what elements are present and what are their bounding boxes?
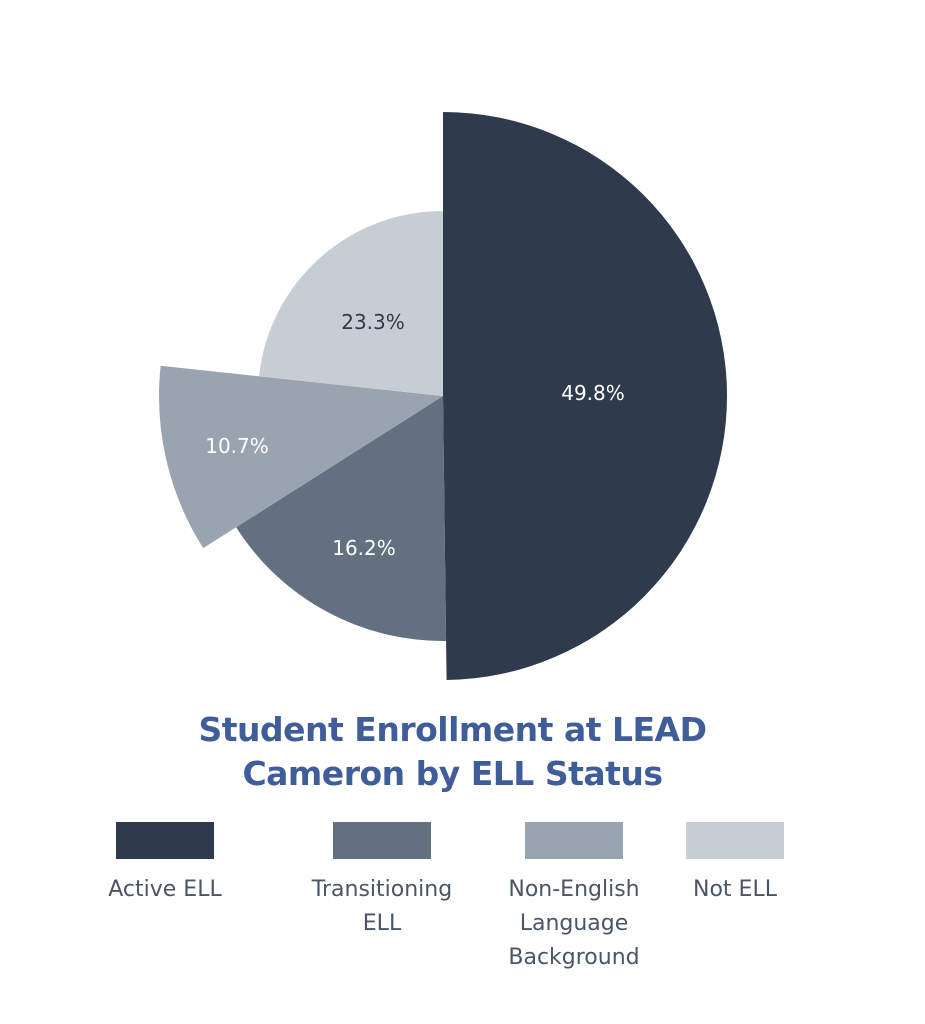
label-not-ell: 23.3% bbox=[341, 310, 405, 334]
label-active-ell: 49.8% bbox=[561, 381, 625, 405]
legend-swatch-not-ell bbox=[686, 822, 784, 859]
legend-swatch-active-ell bbox=[116, 822, 214, 859]
legend-label-non-english: Non-English Language Background bbox=[508, 877, 640, 970]
chart-title-line-1: Student Enrollment at LEAD bbox=[198, 710, 707, 749]
legend-swatch-transitioning-ell bbox=[333, 822, 431, 859]
legend-label-not-ell: Not ELL bbox=[693, 877, 777, 902]
slice-active-ell bbox=[443, 112, 728, 680]
slice-non-english-background bbox=[159, 365, 443, 549]
label-non-english: 10.7% bbox=[205, 434, 269, 458]
slice-not-ell bbox=[259, 211, 443, 396]
legend-item-not-ell: Not ELL bbox=[640, 822, 830, 907]
legend-item-non-english: Non-English Language Background bbox=[479, 822, 669, 975]
legend-label-transitioning-ell: Transitioning ELL bbox=[311, 877, 453, 936]
legend-item-transitioning-ell: Transitioning ELL bbox=[287, 822, 477, 941]
pie-chart: 49.8% 16.2% 10.7% 23.3% bbox=[159, 112, 728, 680]
chart-title: Student Enrollment at LEAD Cameron by EL… bbox=[0, 708, 905, 796]
chart-title-line-2: Cameron by ELL Status bbox=[242, 754, 663, 793]
label-transitioning-ell: 16.2% bbox=[332, 536, 396, 560]
legend-swatch-non-english bbox=[525, 822, 623, 859]
legend-item-active-ell: Active ELL bbox=[70, 822, 260, 907]
slice-transitioning-ell bbox=[236, 396, 447, 641]
legend-label-active-ell: Active ELL bbox=[108, 877, 222, 902]
